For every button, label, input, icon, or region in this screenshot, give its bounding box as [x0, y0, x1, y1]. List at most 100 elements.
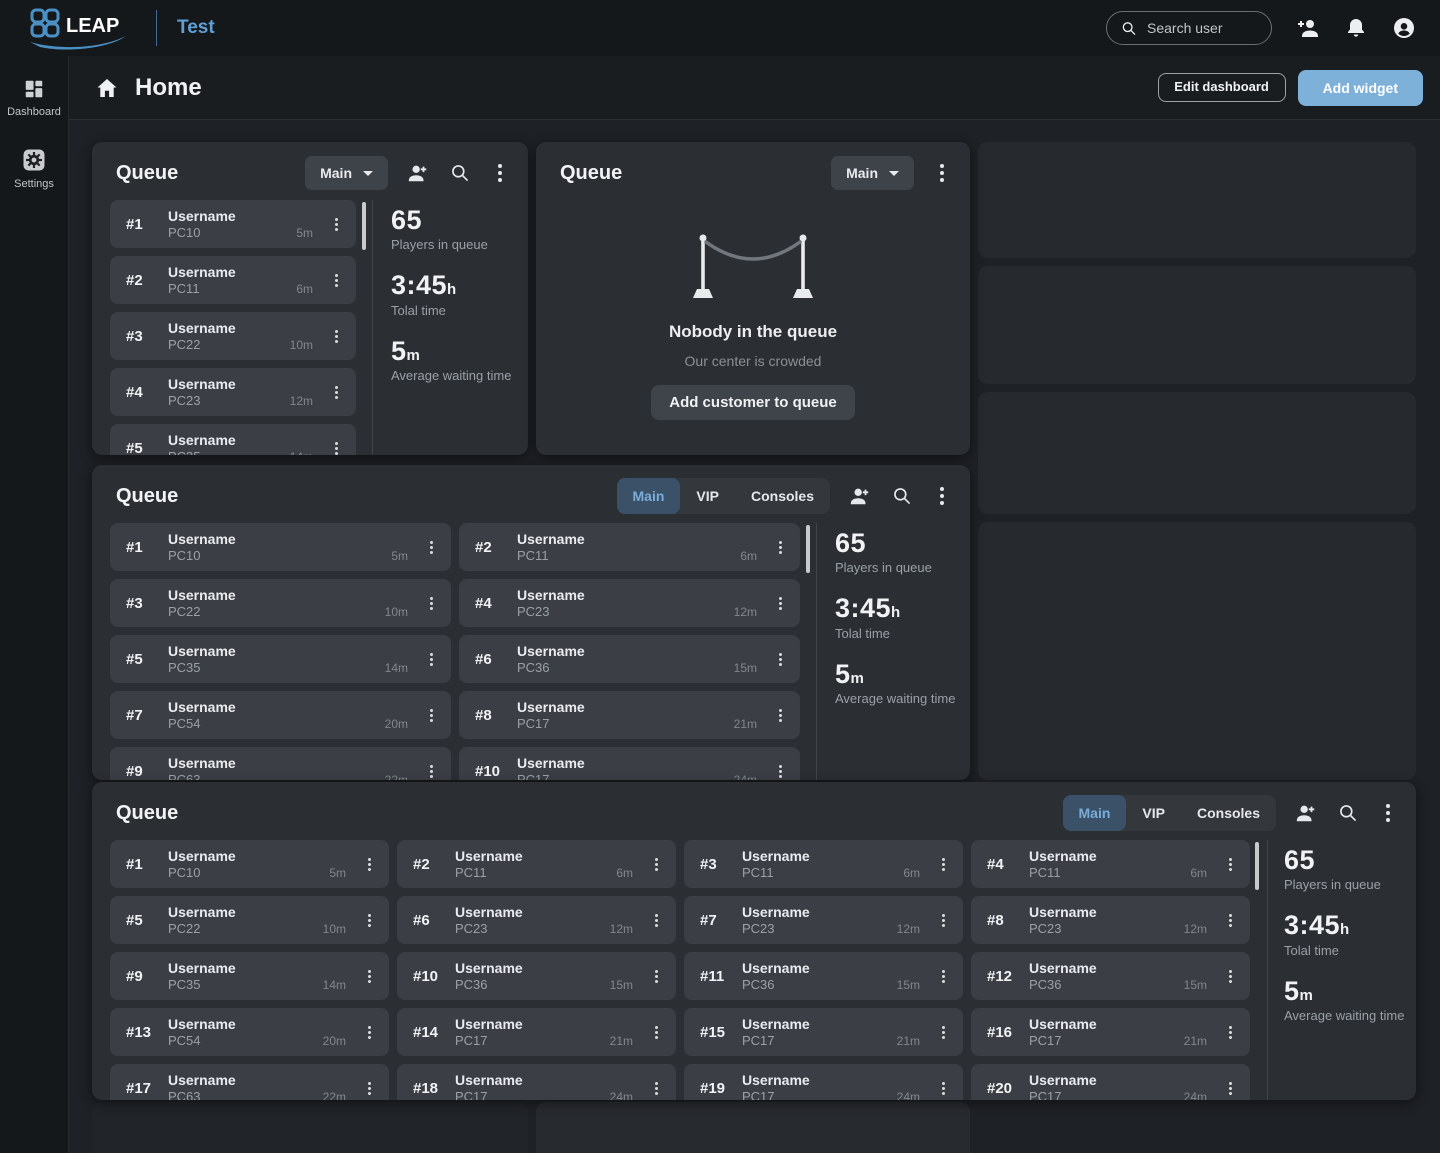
queue1-search-icon[interactable] — [448, 161, 472, 185]
queue-item[interactable]: #14 Username PC17 21m — [397, 1008, 676, 1056]
add-widget-button[interactable]: Add widget — [1298, 70, 1423, 106]
queue-item-kebab-icon[interactable] — [335, 335, 338, 338]
queue-item[interactable]: #5 Username PC35 14m — [110, 424, 356, 455]
notifications-bell-icon[interactable] — [1344, 16, 1368, 40]
queue-item[interactable]: #6 Username PC36 15m — [459, 635, 800, 683]
queue-item-kebab-icon[interactable] — [430, 714, 433, 717]
queue-item-kebab-icon[interactable] — [368, 1087, 371, 1090]
queue-item[interactable]: #3 Username PC22 10m — [110, 579, 451, 627]
queue-item-kebab-icon[interactable] — [942, 1031, 945, 1034]
sidebar-item-settings[interactable]: Settings — [0, 148, 68, 190]
queue-item-kebab-icon[interactable] — [942, 975, 945, 978]
queue-item[interactable]: #1 Username PC10 5m — [110, 200, 356, 248]
tab-vip[interactable]: VIP — [1126, 795, 1181, 831]
queue-item[interactable]: #7 Username PC23 12m — [684, 896, 963, 944]
queue4-scrollbar[interactable] — [1255, 842, 1259, 890]
tab-main[interactable]: Main — [617, 478, 681, 514]
add-customer-to-queue-button[interactable]: Add customer to queue — [651, 385, 855, 420]
queue4-kebab-icon[interactable] — [1386, 811, 1390, 815]
queue-item-kebab-icon[interactable] — [942, 863, 945, 866]
queue-item[interactable]: #5 Username PC35 14m — [110, 635, 451, 683]
queue-item[interactable]: #6 Username PC23 12m — [397, 896, 676, 944]
queue-item[interactable]: #2 Username PC11 6m — [397, 840, 676, 888]
queue1-scrollbar[interactable] — [362, 202, 366, 250]
queue-item[interactable]: #5 Username PC22 10m — [110, 896, 389, 944]
queue-item-kebab-icon[interactable] — [335, 391, 338, 394]
queue-item[interactable]: #1 Username PC10 5m — [110, 523, 451, 571]
queue-item-kebab-icon[interactable] — [368, 1031, 371, 1034]
queue-item[interactable]: #17 Username PC63 22m — [110, 1064, 389, 1100]
queue-item[interactable]: #11 Username PC36 15m — [684, 952, 963, 1000]
tab-consoles[interactable]: Consoles — [735, 478, 830, 514]
queue-item[interactable]: #9 Username PC63 22m — [110, 747, 451, 780]
user-search[interactable] — [1106, 11, 1272, 45]
queue-item-kebab-icon[interactable] — [779, 770, 782, 773]
queue-item-kebab-icon[interactable] — [335, 447, 338, 450]
queue4-search-icon[interactable] — [1336, 801, 1360, 825]
queue-item-kebab-icon[interactable] — [335, 223, 338, 226]
queue-item-kebab-icon[interactable] — [1229, 1087, 1232, 1090]
queue-item[interactable]: #8 Username PC23 12m — [971, 896, 1250, 944]
queue-item-kebab-icon[interactable] — [430, 658, 433, 661]
account-icon[interactable] — [1392, 16, 1416, 40]
queue-item-kebab-icon[interactable] — [655, 863, 658, 866]
sidebar-item-dashboard[interactable]: Dashboard — [0, 78, 68, 118]
queue-item[interactable]: #1 Username PC10 5m — [110, 840, 389, 888]
queue-item-kebab-icon[interactable] — [655, 1087, 658, 1090]
queue-item-kebab-icon[interactable] — [655, 1031, 658, 1034]
queue4-add-person-icon[interactable] — [1294, 801, 1318, 825]
queue-item-kebab-icon[interactable] — [430, 770, 433, 773]
queue-item-kebab-icon[interactable] — [942, 1087, 945, 1090]
queue-item-kebab-icon[interactable] — [368, 919, 371, 922]
queue-item[interactable]: #9 Username PC35 14m — [110, 952, 389, 1000]
queue1-add-person-icon[interactable] — [406, 161, 430, 185]
queue-item-kebab-icon[interactable] — [779, 602, 782, 605]
queue-item[interactable]: #8 Username PC17 21m — [459, 691, 800, 739]
queue-item[interactable]: #18 Username PC17 24m — [397, 1064, 676, 1100]
queue3-kebab-icon[interactable] — [940, 494, 944, 498]
queue-item[interactable]: #2 Username PC11 6m — [110, 256, 356, 304]
queue-item-kebab-icon[interactable] — [430, 546, 433, 549]
queue-item[interactable]: #10 Username PC36 15m — [397, 952, 676, 1000]
queue-item-kebab-icon[interactable] — [368, 863, 371, 866]
search-user-input[interactable] — [1147, 20, 1257, 36]
queue3-search-icon[interactable] — [890, 484, 914, 508]
tab-consoles[interactable]: Consoles — [1181, 795, 1276, 831]
tab-main[interactable]: Main — [1063, 795, 1127, 831]
queue-item[interactable]: #3 Username PC11 6m — [684, 840, 963, 888]
queue-item-kebab-icon[interactable] — [655, 919, 658, 922]
queue-item-kebab-icon[interactable] — [779, 714, 782, 717]
queue-item-kebab-icon[interactable] — [368, 975, 371, 978]
queue-item-kebab-icon[interactable] — [655, 975, 658, 978]
queue-item-kebab-icon[interactable] — [1229, 975, 1232, 978]
queue-item-kebab-icon[interactable] — [1229, 1031, 1232, 1034]
queue1-kebab-icon[interactable] — [498, 171, 502, 175]
queue-item-kebab-icon[interactable] — [1229, 863, 1232, 866]
queue-item[interactable]: #12 Username PC36 15m — [971, 952, 1250, 1000]
queue2-kebab-icon[interactable] — [940, 171, 944, 175]
queue-item[interactable]: #13 Username PC54 20m — [110, 1008, 389, 1056]
queue-item[interactable]: #19 Username PC17 24m — [684, 1064, 963, 1100]
queue3-scrollbar[interactable] — [806, 525, 810, 573]
queue-item[interactable]: #16 Username PC17 21m — [971, 1008, 1250, 1056]
queue-item-kebab-icon[interactable] — [779, 658, 782, 661]
queue-item[interactable]: #10 Username PC17 24m — [459, 747, 800, 780]
queue-item[interactable]: #7 Username PC54 20m — [110, 691, 451, 739]
add-person-icon[interactable] — [1296, 16, 1320, 40]
queue-item-kebab-icon[interactable] — [779, 546, 782, 549]
queue-item-kebab-icon[interactable] — [942, 919, 945, 922]
queue3-add-person-icon[interactable] — [848, 484, 872, 508]
queue-item-kebab-icon[interactable] — [335, 279, 338, 282]
queue-item[interactable]: #4 Username PC11 6m — [971, 840, 1250, 888]
edit-dashboard-button[interactable]: Edit dashboard — [1158, 73, 1286, 102]
queue-item[interactable]: #20 Username PC17 24m — [971, 1064, 1250, 1100]
queue2-filter-dropdown[interactable]: Main — [831, 156, 914, 190]
queue-item[interactable]: #15 Username PC17 21m — [684, 1008, 963, 1056]
queue-item[interactable]: #2 Username PC11 6m — [459, 523, 800, 571]
queue1-filter-dropdown[interactable]: Main — [305, 156, 388, 190]
queue-item[interactable]: #3 Username PC22 10m — [110, 312, 356, 360]
queue-item[interactable]: #4 Username PC23 12m — [110, 368, 356, 416]
tab-vip[interactable]: VIP — [680, 478, 735, 514]
queue-item-kebab-icon[interactable] — [1229, 919, 1232, 922]
queue-item[interactable]: #4 Username PC23 12m — [459, 579, 800, 627]
